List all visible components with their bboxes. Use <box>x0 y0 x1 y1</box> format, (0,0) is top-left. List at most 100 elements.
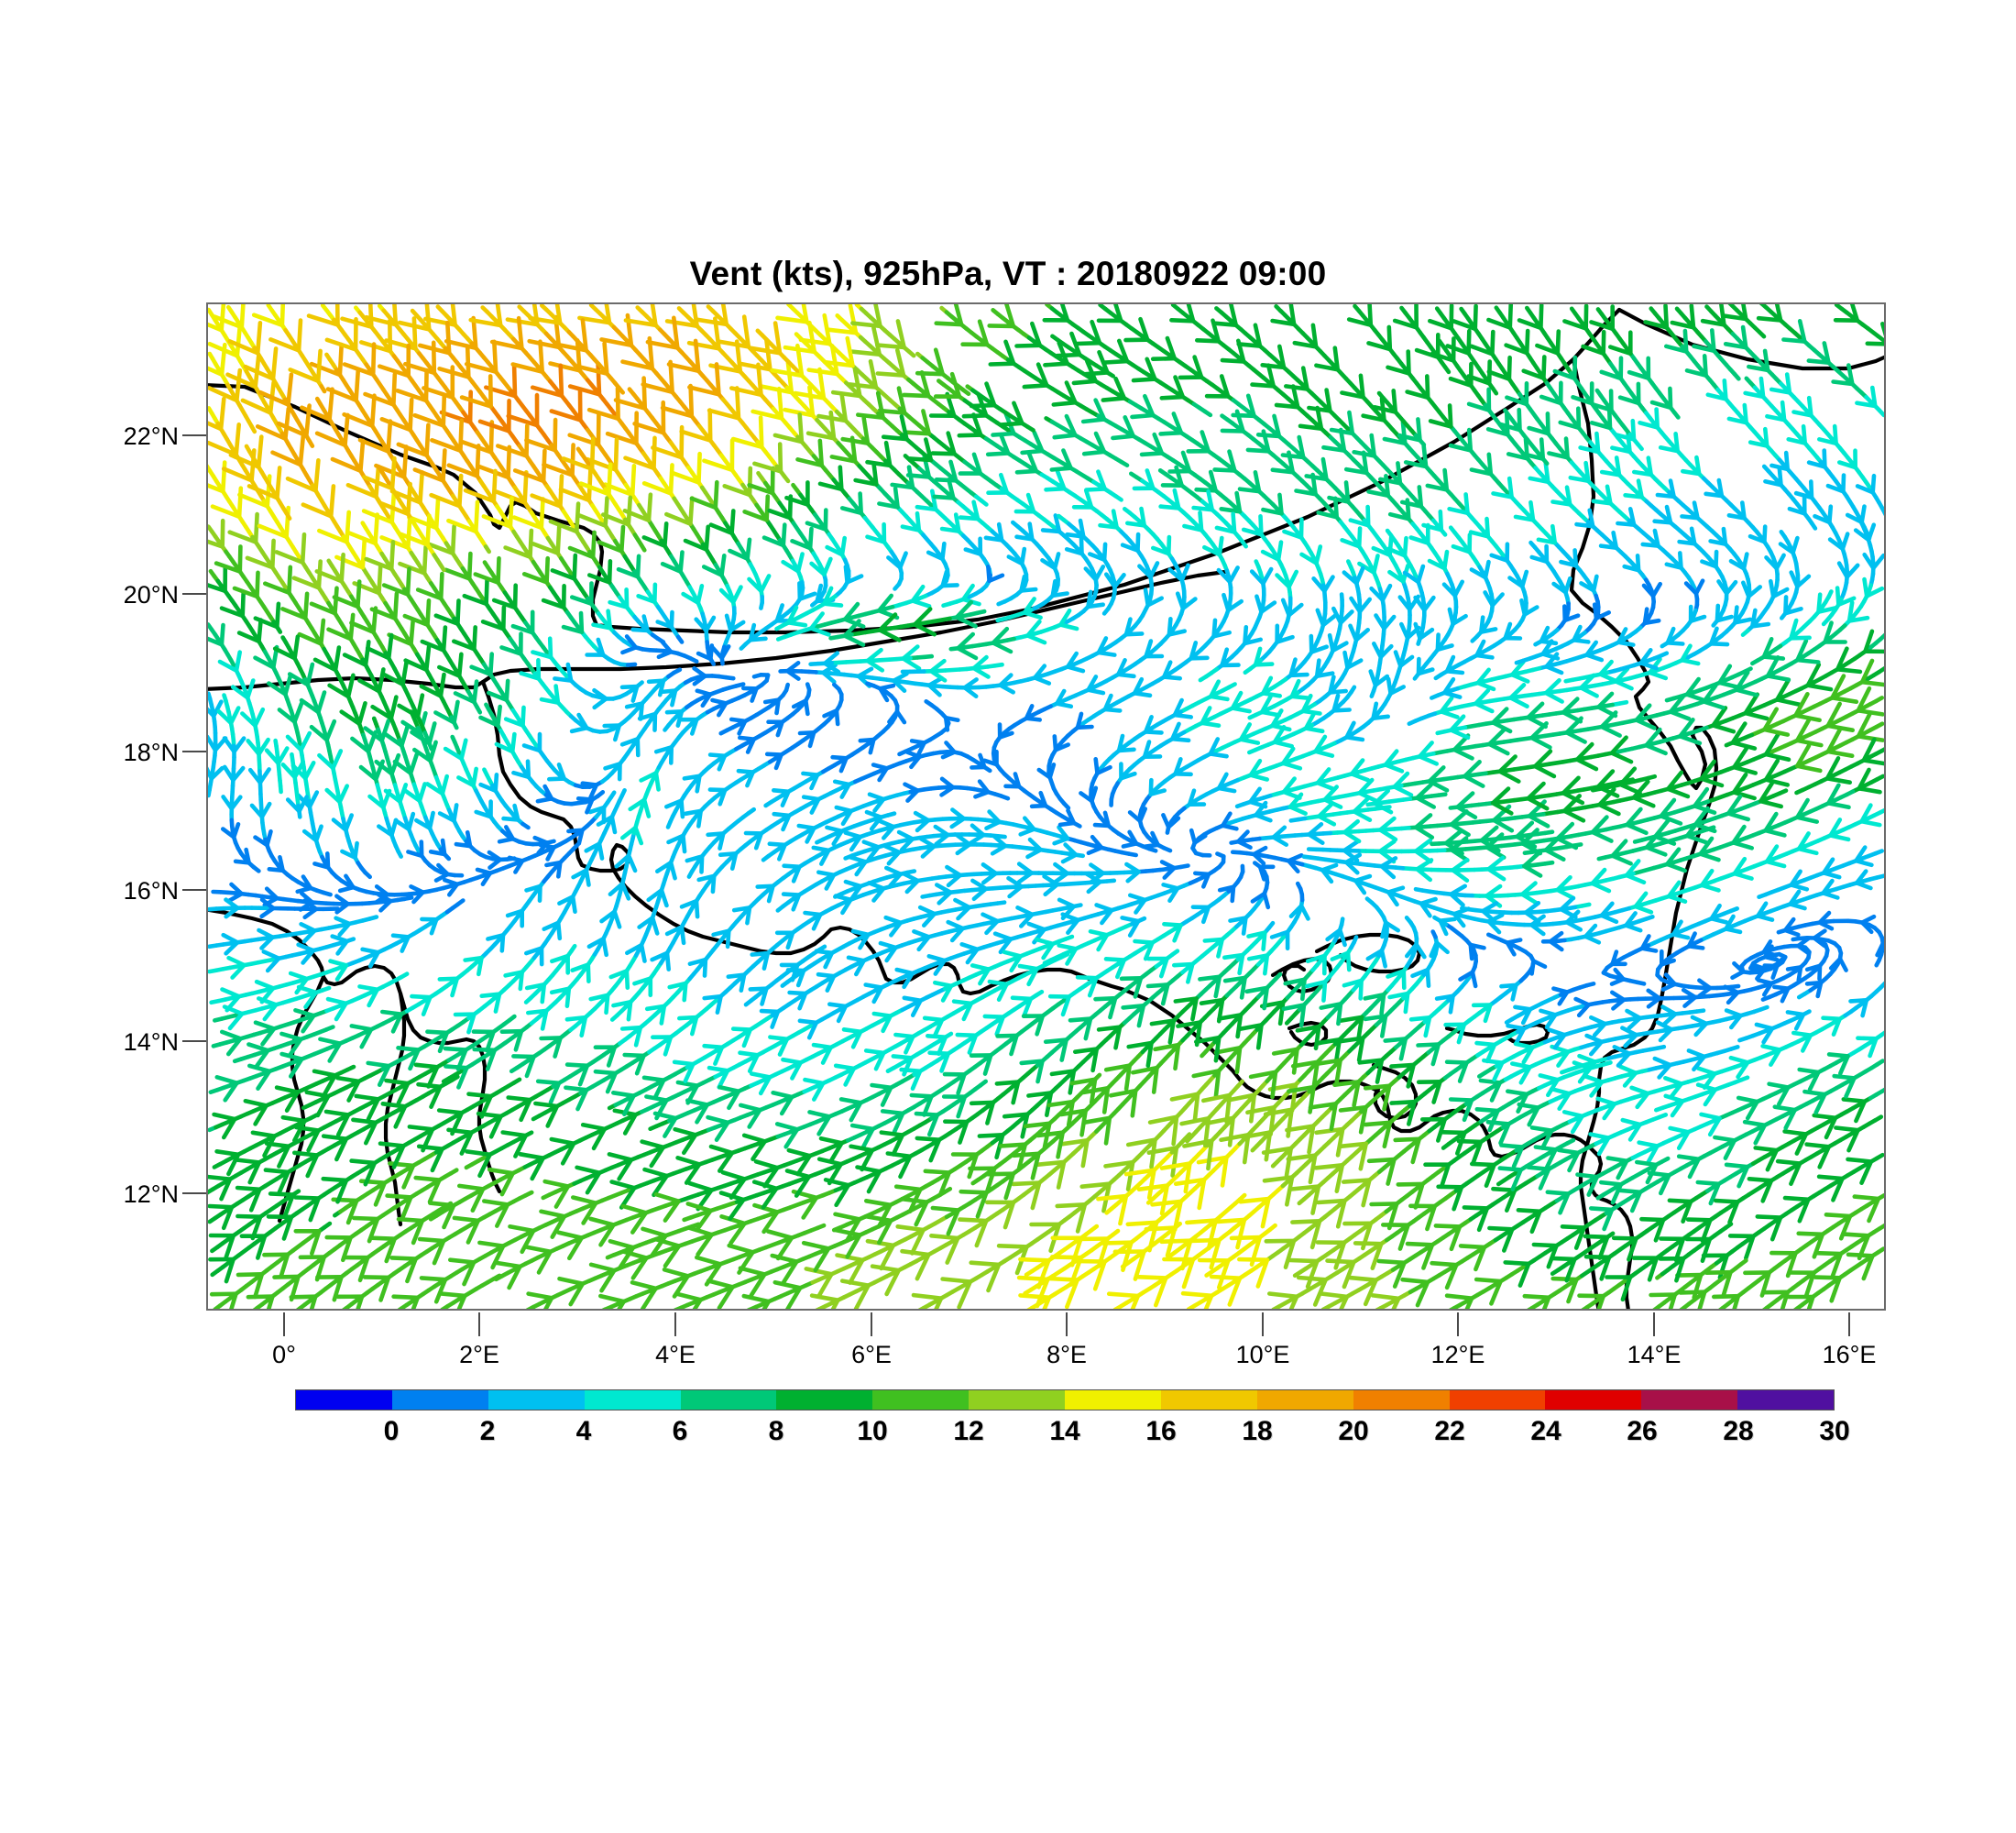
streamline-segment <box>447 1257 477 1265</box>
streamline-segment <box>1407 719 1418 727</box>
streamline-segment <box>1011 1180 1042 1187</box>
streamline-segment <box>219 606 246 619</box>
streamline-segment <box>1599 724 1622 738</box>
streamline-segment <box>1287 602 1304 618</box>
streamline-segment <box>508 1224 536 1234</box>
streamline-segment <box>1382 1120 1393 1149</box>
streamline-segment <box>257 618 263 644</box>
streamline-segment <box>957 433 983 438</box>
streamline-segment <box>1123 631 1145 637</box>
streamline-segment <box>588 1216 616 1227</box>
streamline-segment <box>623 456 656 471</box>
streamline-segment <box>411 1295 420 1309</box>
streamline-segment <box>1764 844 1780 864</box>
streamline-segment <box>564 1062 590 1069</box>
streamline-segment <box>588 783 599 800</box>
streamline-segment <box>915 818 931 833</box>
streamline-segment <box>804 1267 834 1277</box>
streamline-segment <box>401 1163 416 1190</box>
streamline-segment <box>1389 1099 1417 1105</box>
streamline-segment <box>425 1029 450 1036</box>
streamline-segment <box>1486 932 1497 940</box>
streamline-segment <box>519 1097 532 1123</box>
streamline-segment <box>1431 1079 1442 1104</box>
streamline-segment <box>1387 535 1394 557</box>
streamline-segment <box>1230 850 1243 855</box>
streamline-segment <box>1327 495 1351 504</box>
streamline-segment <box>472 1047 498 1053</box>
wind-streamline-layer <box>208 304 1884 1309</box>
streamline-segment <box>725 928 731 949</box>
streamline-segment <box>1392 771 1410 789</box>
streamline-segment <box>1611 530 1619 551</box>
streamline-segment <box>1342 1259 1356 1290</box>
streamline-segment <box>1509 672 1530 684</box>
streamline-segment <box>1529 922 1546 937</box>
streamline-segment <box>1201 872 1211 889</box>
streamline-segment <box>1121 1003 1146 1010</box>
streamline-segment <box>1325 1258 1356 1265</box>
streamline-segment <box>675 1080 700 1089</box>
streamline-segment <box>1425 1203 1437 1232</box>
streamline-segment <box>1124 521 1147 528</box>
streamline-segment <box>1152 432 1165 456</box>
streamline-segment <box>1826 801 1851 810</box>
streamline-segment <box>1191 1069 1222 1079</box>
streamline-segment <box>1416 1042 1441 1048</box>
streamline-segment <box>1234 490 1243 514</box>
streamline-segment <box>843 830 862 840</box>
streamline-segment <box>1363 1083 1392 1091</box>
streamline-segment <box>1848 997 1869 1004</box>
streamline-segment <box>1192 355 1204 379</box>
streamline-segment <box>1821 891 1840 900</box>
streamline-segment <box>1260 549 1281 562</box>
streamline-segment <box>1228 916 1248 923</box>
streamline-segment <box>1598 672 1618 684</box>
streamline-segment <box>1113 304 1123 324</box>
streamline-segment <box>809 1293 840 1302</box>
streamline-segment <box>1111 434 1135 441</box>
country-borders-layer <box>208 307 1884 1309</box>
streamline-segment <box>1313 734 1328 754</box>
streamline-segment <box>1344 720 1356 740</box>
streamline-segment <box>366 1060 391 1069</box>
streamline-segment <box>1343 480 1351 504</box>
streamline-segment <box>1665 862 1687 873</box>
streamline-segment <box>321 890 333 897</box>
streamline-segment <box>540 1008 549 1031</box>
streamline-segment <box>741 1133 767 1144</box>
streamline-segment <box>782 863 802 870</box>
streamline-segment <box>624 969 630 991</box>
streamline-segment <box>1646 988 1662 1001</box>
streamline-segment <box>1570 1114 1584 1135</box>
streamline-segment <box>285 734 303 752</box>
streamline-segment <box>1275 634 1295 644</box>
streamline-segment <box>1485 1042 1497 1064</box>
streamline-segment <box>1234 801 1246 809</box>
streamline-segment <box>1398 654 1415 668</box>
streamline-segment <box>503 970 525 978</box>
streamline-segment <box>1863 629 1875 654</box>
streamline-segment <box>764 752 783 757</box>
streamline-segment <box>438 571 444 601</box>
streamline-segment <box>1500 921 1519 927</box>
streamline-segment <box>1846 615 1870 623</box>
streamline-segment <box>302 591 310 620</box>
streamline-segment <box>1365 504 1371 528</box>
streamline-segment <box>619 825 638 840</box>
streamline-segment <box>1272 413 1282 439</box>
streamline-segment <box>398 561 427 576</box>
streamline-segment <box>1724 914 1736 931</box>
streamline-segment <box>1599 901 1615 918</box>
streamline-segment <box>1133 938 1155 945</box>
streamline-segment <box>1392 785 1414 797</box>
streamline-segment <box>710 645 725 661</box>
streamline-segment <box>596 362 602 397</box>
streamline-segment <box>650 916 660 936</box>
streamline-segment <box>728 620 746 633</box>
streamline-segment <box>527 338 562 350</box>
streamline-segment <box>493 992 502 1014</box>
streamline-segment <box>893 1184 923 1192</box>
streamline-segment <box>1194 487 1218 493</box>
streamline-segment <box>1034 989 1045 998</box>
